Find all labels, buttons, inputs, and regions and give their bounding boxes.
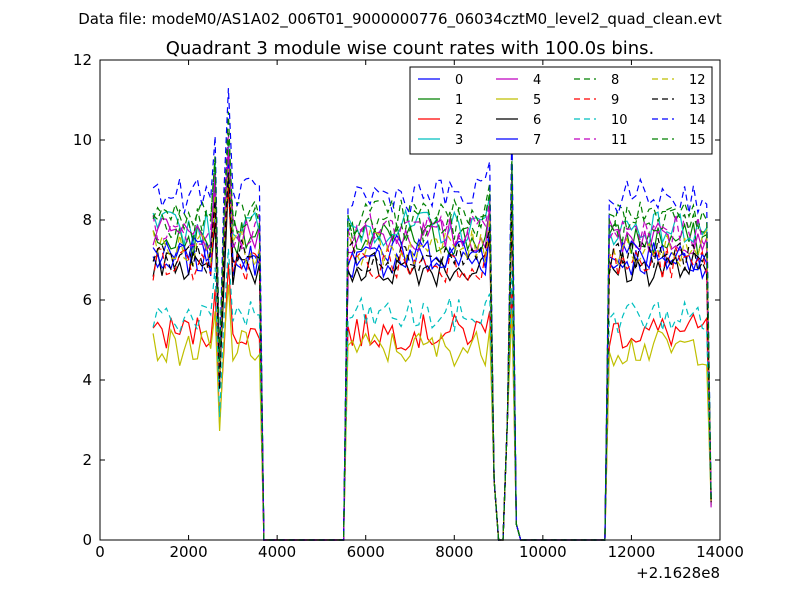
y-tick-label: 10	[73, 131, 92, 149]
y-tick-label: 8	[82, 211, 92, 229]
legend-label-2: 2	[455, 113, 463, 128]
series-line-12	[152, 168, 712, 541]
y-tick-label: 12	[73, 51, 92, 69]
series-line-15	[152, 132, 712, 541]
x-tick-label: 0	[95, 543, 105, 561]
x-tick-label: 2000	[169, 543, 207, 561]
legend-label-6: 6	[533, 113, 541, 128]
legend-label-9: 9	[611, 93, 619, 108]
series-line-0	[152, 171, 712, 541]
series-line-5	[152, 284, 712, 541]
series-line-10	[152, 248, 712, 541]
legend-label-15: 15	[689, 133, 706, 148]
legend-label-12: 12	[689, 73, 706, 88]
series-line-11	[152, 132, 712, 541]
x-tick-label: 10000	[519, 543, 567, 561]
series-line-14	[152, 88, 712, 541]
series-line-8	[152, 111, 712, 541]
legend-label-1: 1	[455, 93, 463, 108]
y-tick-label: 4	[82, 371, 92, 389]
y-tick-label: 6	[82, 291, 92, 309]
x-tick-label: 12000	[608, 543, 656, 561]
suptitle: Data file: modeM0/AS1A02_006T01_90000007…	[78, 10, 722, 29]
y-tick-label: 2	[82, 451, 92, 469]
legend-label-0: 0	[455, 73, 463, 88]
legend-label-3: 3	[455, 133, 463, 148]
legend-label-10: 10	[611, 113, 628, 128]
legend-label-14: 14	[689, 113, 706, 128]
y-tick-label: 0	[82, 531, 92, 549]
axes: 0 2000 4000 6000 8000 10000 12000 1400002468101…	[73, 51, 744, 561]
plot-lines	[152, 88, 712, 541]
legend-label-13: 13	[689, 93, 706, 108]
x-tick-label: 14000	[696, 543, 744, 561]
chart-title: Quadrant 3 module wise count rates with …	[166, 38, 655, 59]
x-tick-label: 8000	[435, 543, 473, 561]
legend-label-7: 7	[533, 133, 541, 148]
x-offset-label: +2.1628e8	[636, 564, 720, 582]
legend-label-8: 8	[611, 73, 619, 88]
legend-label-4: 4	[533, 73, 541, 88]
legend-label-11: 11	[611, 133, 628, 148]
series-line-2	[152, 263, 712, 541]
x-tick-label: 6000	[347, 543, 385, 561]
series-line-13	[152, 172, 712, 541]
legend-label-5: 5	[533, 93, 541, 108]
x-tick-label: 4000	[258, 543, 296, 561]
legend-box	[409, 66, 713, 155]
